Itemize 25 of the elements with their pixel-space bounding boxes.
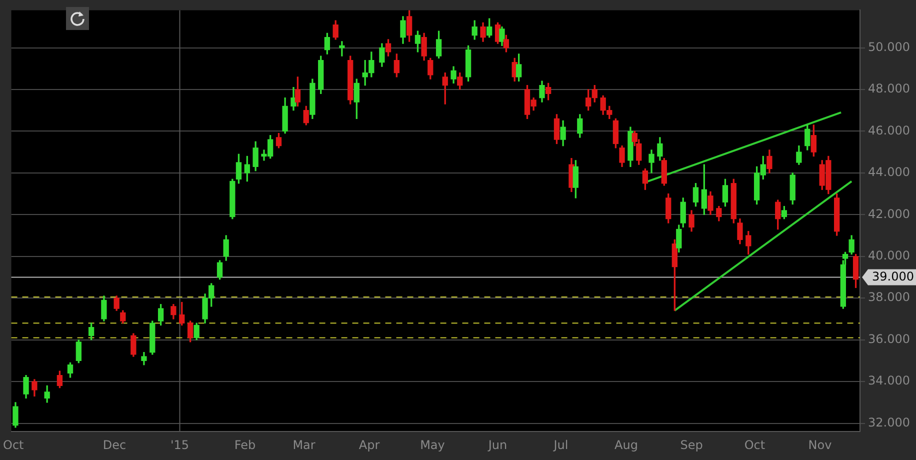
x-tick-label: Dec [102,438,126,452]
ref-line-label: 39.000 [872,269,914,284]
x-tick-label: Aug [614,438,638,452]
x-tick-label: May [420,438,445,452]
x-tick-label: Apr [358,438,380,452]
x-tick-label: Oct [744,438,766,452]
x-tick-label: Mar [292,438,316,452]
x-tick-label: '15 [170,438,190,452]
x-tick-label: Nov [808,438,832,452]
x-tick-label: Jun [487,438,508,452]
y-tick-label: 42.000 [868,206,910,221]
y-tick-label: 40.000 [868,248,910,262]
y-tick-label: 46.000 [868,123,910,138]
x-tick-label: Oct [3,438,24,452]
y-tick-label: 38.000 [868,290,910,304]
candlestick [339,41,345,56]
x-tick-label: Sep [680,438,703,452]
y-tick-label: 34.000 [868,374,910,388]
y-tick-label: 48.000 [868,82,910,96]
x-tick-label: Feb [234,438,256,452]
y-tick-label: 44.000 [868,165,910,180]
y-tick-label: 36.000 [868,332,910,346]
y-tick-label: 50.000 [868,40,910,54]
x-tick-label: Jul [552,438,568,452]
y-tick-label: 32.000 [868,415,910,430]
